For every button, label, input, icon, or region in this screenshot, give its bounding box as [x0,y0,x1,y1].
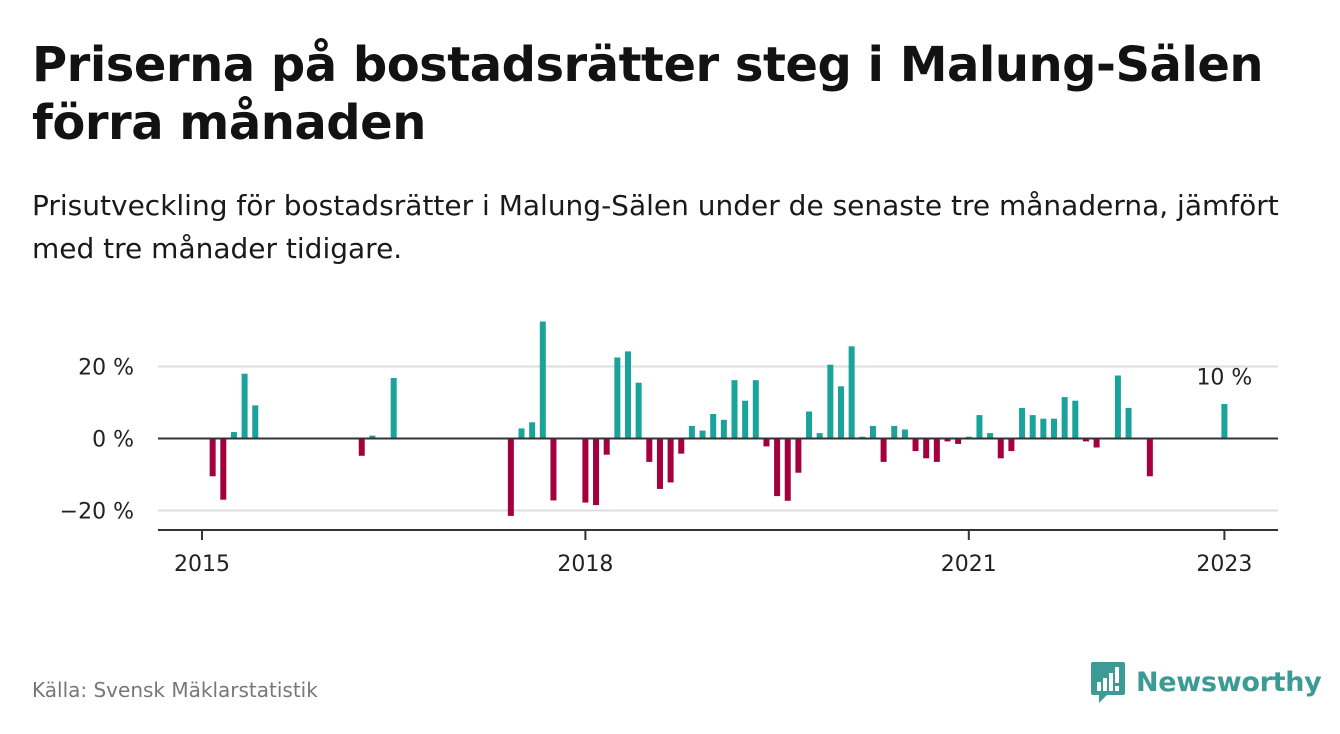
bar [774,438,781,497]
bar [625,351,631,439]
bar [816,433,823,439]
bar [848,346,855,439]
bar [593,438,600,506]
bar [507,438,514,516]
bar [688,425,695,439]
x-tick-label: 2018 [557,552,613,577]
bar [827,364,834,439]
y-tick-label: −20 % [60,500,134,525]
bar [869,425,876,439]
bar [678,438,685,454]
bar [656,438,663,489]
bar [752,380,759,439]
bar [763,438,770,447]
bar [955,438,962,444]
bar [699,430,706,439]
bar [795,438,802,473]
bar [635,382,642,439]
bar [976,415,983,439]
bar [1061,397,1068,439]
bar [539,321,546,439]
bar [720,419,727,439]
bar [603,438,610,455]
bar [997,438,1004,459]
bar [742,400,749,439]
bar-chart-speech-bubble-icon [1091,662,1125,703]
bar [1040,418,1047,439]
x-tick-label: 2015 [174,552,230,577]
bar [1082,438,1089,442]
bar [209,438,216,477]
bar [252,405,259,439]
bar [1146,438,1153,477]
chart-subtitle: Prisutveckling för bostadsrätter i Malun… [32,189,1279,265]
latest-value-label: 10 % [1196,366,1252,391]
bar [880,438,887,462]
bar [806,411,813,439]
x-tick-label: 2023 [1196,552,1252,577]
bar [901,429,908,439]
bar [1093,438,1100,448]
bar [784,438,791,501]
bar [646,438,653,462]
bar-chart: 20 % 0 % −20 % 2015 2018 2021 2023 10 % [60,321,1278,577]
bar [390,378,397,439]
bar [1221,403,1228,439]
bar [1125,407,1132,439]
y-tick-label: 20 % [78,356,134,381]
bar [891,425,898,439]
bar [1114,375,1121,439]
bar [838,386,844,439]
bar [518,428,525,439]
bar [550,438,557,501]
bar [912,438,919,452]
chart-title: Priserna på bostadsrätter steg i Malung-… [32,37,1264,151]
bar [358,438,365,456]
bar [933,438,940,462]
bar [944,438,951,442]
bar [1051,418,1057,439]
bar [710,414,717,439]
bar [614,357,621,439]
bar [220,438,227,500]
source-note: Källa: Svensk Mäklarstatistik [32,678,318,702]
bar [241,373,248,439]
brand-name: Newsworthy [1136,666,1322,698]
y-tick-label: 0 % [92,428,134,453]
x-tick-label: 2021 [941,552,997,577]
bar [667,438,674,483]
bar [731,380,738,439]
bar [1072,400,1079,439]
bar [1029,415,1036,439]
newsworthy-logo[interactable]: Newsworthy [1090,660,1322,704]
bar [1019,407,1026,439]
bar [529,422,536,439]
bar [369,435,376,439]
bar [987,433,994,439]
bar [582,438,589,503]
bar [1008,438,1015,452]
bar [230,432,237,439]
bar [923,438,930,459]
